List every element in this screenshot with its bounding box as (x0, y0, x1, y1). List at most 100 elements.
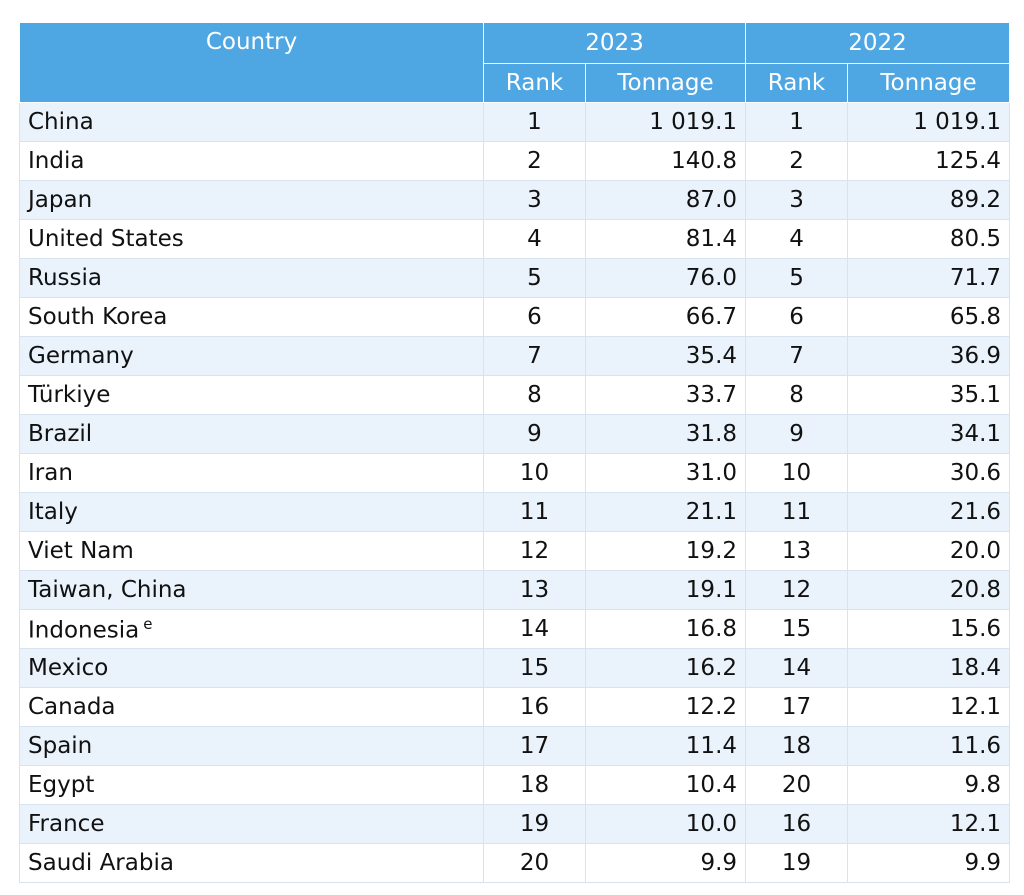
table-header: Country 2023 2022 Rank Tonnage Rank Tonn… (19, 22, 1011, 103)
table-row: United States 4 81.4 4 80.5 (19, 219, 1011, 259)
cell-tonnage-2022: 15.6 (847, 609, 1011, 649)
cell-tonnage-2023: 9.9 (584, 843, 747, 883)
cell-rank-2023: 20 (483, 843, 586, 883)
cell-rank-2022: 13 (745, 531, 849, 571)
cell-tonnage-2022: 20.8 (847, 570, 1011, 610)
cell-tonnage-2023: 19.1 (584, 570, 747, 610)
table-row: France 19 10.0 16 12.1 (19, 804, 1011, 844)
cell-rank-2022: 16 (745, 804, 849, 844)
cell-rank-2022: 4 (745, 219, 849, 259)
table-row: Indonesia e 14 16.8 15 15.6 (19, 609, 1011, 649)
cell-country: United States (19, 219, 484, 259)
country-name: Indonesia (28, 617, 140, 644)
cell-rank-2022: 18 (745, 726, 849, 766)
cell-tonnage-2023: 76.0 (584, 258, 747, 298)
cell-rank-2023: 19 (483, 804, 586, 844)
cell-rank-2022: 11 (745, 492, 849, 532)
table-row: Mexico 15 16.2 14 18.4 (19, 648, 1011, 688)
table-row: Iran 10 31.0 10 30.6 (19, 453, 1011, 493)
cell-country: China (19, 102, 484, 142)
cell-tonnage-2023: 21.1 (584, 492, 747, 532)
table-row: Taiwan, China 13 19.1 12 20.8 (19, 570, 1011, 610)
country-name: Türkiye (28, 382, 111, 408)
cell-rank-2022: 20 (745, 765, 849, 805)
cell-rank-2023: 16 (483, 687, 586, 727)
cell-rank-2022: 14 (745, 648, 849, 688)
table-row: China 1 1 019.1 1 1 019.1 (19, 102, 1011, 142)
country-name: China (28, 109, 94, 135)
steel-production-table: Country 2023 2022 Rank Tonnage Rank Tonn… (19, 22, 1011, 883)
country-name: India (28, 148, 85, 174)
table-row: Italy 11 21.1 11 21.6 (19, 492, 1011, 532)
cell-tonnage-2023: 16.2 (584, 648, 747, 688)
header-tonnage-2022: Tonnage (847, 63, 1011, 103)
country-name: France (28, 811, 105, 837)
cell-tonnage-2023: 33.7 (584, 375, 747, 415)
table-row: Brazil 9 31.8 9 34.1 (19, 414, 1011, 454)
country-name: Saudi Arabia (28, 850, 174, 876)
cell-rank-2023: 15 (483, 648, 586, 688)
cell-tonnage-2022: 12.1 (847, 687, 1011, 727)
country-name: Russia (28, 265, 102, 291)
cell-country: Viet Nam (19, 531, 484, 571)
country-name: Japan (28, 187, 93, 213)
cell-country: Japan (19, 180, 484, 220)
cell-tonnage-2023: 31.0 (584, 453, 747, 493)
cell-rank-2022: 6 (745, 297, 849, 337)
country-name: South Korea (28, 304, 168, 330)
country-name: Brazil (28, 421, 93, 447)
cell-country: Indonesia e (19, 609, 484, 649)
cell-tonnage-2023: 31.8 (584, 414, 747, 454)
cell-tonnage-2022: 9.9 (847, 843, 1011, 883)
country-name: Germany (28, 343, 134, 369)
cell-tonnage-2023: 35.4 (584, 336, 747, 376)
cell-rank-2023: 10 (483, 453, 586, 493)
cell-rank-2023: 18 (483, 765, 586, 805)
header-row-columns: Rank Tonnage Rank Tonnage (20, 63, 1011, 103)
footnote-marker: e (143, 614, 153, 633)
cell-tonnage-2022: 30.6 (847, 453, 1011, 493)
country-name: Egypt (28, 772, 95, 798)
country-name: Taiwan, China (28, 577, 187, 603)
header-year-2023: 2023 (482, 22, 747, 64)
header-country: Country (19, 22, 484, 103)
country-name: United States (28, 226, 184, 252)
country-name: Italy (28, 499, 78, 525)
cell-rank-2023: 3 (483, 180, 586, 220)
cell-rank-2023: 11 (483, 492, 586, 532)
cell-rank-2023: 12 (483, 531, 586, 571)
cell-country: Spain (19, 726, 484, 766)
table-row: Japan 3 87.0 3 89.2 (19, 180, 1011, 220)
cell-country: Taiwan, China (19, 570, 484, 610)
cell-rank-2022: 19 (745, 843, 849, 883)
cell-country: Brazil (19, 414, 484, 454)
cell-rank-2022: 9 (745, 414, 849, 454)
country-name: Spain (28, 733, 93, 759)
cell-tonnage-2022: 21.6 (847, 492, 1011, 532)
country-name: Viet Nam (28, 538, 134, 564)
header-tonnage-2023: Tonnage (584, 63, 747, 103)
cell-rank-2023: 7 (483, 336, 586, 376)
cell-country: Egypt (19, 765, 484, 805)
cell-tonnage-2023: 10.0 (584, 804, 747, 844)
cell-country: Saudi Arabia (19, 843, 484, 883)
cell-rank-2022: 2 (745, 141, 849, 181)
cell-rank-2022: 1 (745, 102, 849, 142)
cell-rank-2022: 3 (745, 180, 849, 220)
cell-country: Türkiye (19, 375, 484, 415)
cell-rank-2023: 13 (483, 570, 586, 610)
cell-tonnage-2022: 35.1 (847, 375, 1011, 415)
header-rank-2023: Rank (483, 63, 586, 103)
cell-tonnage-2023: 11.4 (584, 726, 747, 766)
table-row: Canada 16 12.2 17 12.1 (19, 687, 1011, 727)
country-name: Canada (28, 694, 116, 720)
cell-rank-2022: 5 (745, 258, 849, 298)
header-row-years: Country 2023 2022 (19, 22, 1011, 103)
cell-tonnage-2023: 66.7 (584, 297, 747, 337)
cell-rank-2022: 10 (745, 453, 849, 493)
cell-country: India (19, 141, 484, 181)
cell-tonnage-2022: 20.0 (847, 531, 1011, 571)
cell-tonnage-2022: 1 019.1 (847, 102, 1011, 142)
cell-tonnage-2023: 87.0 (584, 180, 747, 220)
table-row: Viet Nam 12 19.2 13 20.0 (19, 531, 1011, 571)
